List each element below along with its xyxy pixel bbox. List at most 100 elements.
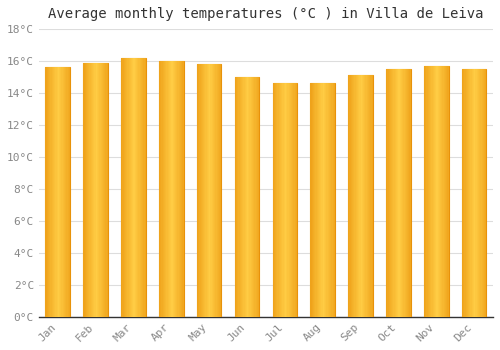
Bar	[175, 61, 176, 317]
Bar	[330, 83, 332, 317]
Bar	[360, 75, 362, 317]
Bar	[124, 58, 125, 317]
Bar	[434, 66, 435, 317]
Bar	[348, 75, 373, 317]
Bar	[126, 58, 128, 317]
Bar	[130, 58, 131, 317]
Bar	[206, 64, 208, 317]
Bar	[122, 58, 124, 317]
Bar	[137, 58, 138, 317]
Bar	[242, 77, 244, 317]
Bar	[390, 69, 391, 317]
Bar	[274, 83, 275, 317]
Bar	[286, 83, 288, 317]
Bar	[208, 64, 209, 317]
Bar	[446, 66, 448, 317]
Bar	[388, 69, 390, 317]
Bar	[444, 66, 445, 317]
Bar	[442, 66, 444, 317]
Bar	[62, 68, 64, 317]
Bar	[84, 63, 108, 317]
Bar	[240, 77, 241, 317]
Bar	[400, 69, 401, 317]
Bar	[94, 63, 96, 317]
Bar	[169, 61, 170, 317]
Bar	[391, 69, 392, 317]
Bar	[176, 61, 178, 317]
Bar	[219, 64, 220, 317]
Bar	[209, 64, 210, 317]
Bar	[131, 58, 132, 317]
Bar	[159, 61, 160, 317]
Bar	[86, 63, 87, 317]
Bar	[280, 83, 281, 317]
Bar	[352, 75, 353, 317]
Bar	[470, 69, 472, 317]
Bar	[165, 61, 166, 317]
Bar	[482, 69, 484, 317]
Bar	[408, 69, 410, 317]
Bar	[320, 83, 322, 317]
Bar	[218, 64, 219, 317]
Bar	[356, 75, 357, 317]
Bar	[257, 77, 258, 317]
Bar	[246, 77, 247, 317]
Bar	[326, 83, 328, 317]
Bar	[372, 75, 373, 317]
Bar	[441, 66, 442, 317]
Bar	[60, 68, 62, 317]
Bar	[464, 69, 466, 317]
Bar	[178, 61, 180, 317]
Bar	[142, 58, 144, 317]
Bar	[312, 83, 313, 317]
Bar	[46, 68, 48, 317]
Bar	[213, 64, 214, 317]
Bar	[398, 69, 400, 317]
Bar	[428, 66, 429, 317]
Title: Average monthly temperatures (°C ) in Villa de Leiva: Average monthly temperatures (°C ) in Vi…	[48, 7, 484, 21]
Bar	[59, 68, 60, 317]
Bar	[278, 83, 280, 317]
Bar	[234, 77, 236, 317]
Bar	[424, 66, 448, 317]
Bar	[368, 75, 369, 317]
Bar	[332, 83, 334, 317]
Bar	[69, 68, 70, 317]
Bar	[363, 75, 364, 317]
Bar	[248, 77, 250, 317]
Bar	[214, 64, 216, 317]
Bar	[132, 58, 134, 317]
Bar	[64, 68, 65, 317]
Bar	[58, 68, 59, 317]
Bar	[102, 63, 103, 317]
Bar	[52, 68, 53, 317]
Bar	[121, 58, 146, 317]
Bar	[96, 63, 97, 317]
Bar	[197, 64, 222, 317]
Bar	[401, 69, 402, 317]
Bar	[397, 69, 398, 317]
Bar	[282, 83, 284, 317]
Bar	[247, 77, 248, 317]
Bar	[396, 69, 397, 317]
Bar	[479, 69, 480, 317]
Bar	[136, 58, 137, 317]
Bar	[284, 83, 285, 317]
Bar	[140, 58, 141, 317]
Bar	[180, 61, 181, 317]
Bar	[212, 64, 213, 317]
Bar	[202, 64, 203, 317]
Bar	[87, 63, 88, 317]
Bar	[236, 77, 237, 317]
Bar	[369, 75, 370, 317]
Bar	[425, 66, 426, 317]
Bar	[288, 83, 290, 317]
Bar	[174, 61, 175, 317]
Bar	[319, 83, 320, 317]
Bar	[84, 63, 86, 317]
Bar	[54, 68, 56, 317]
Bar	[237, 77, 238, 317]
Bar	[469, 69, 470, 317]
Bar	[445, 66, 446, 317]
Bar	[93, 63, 94, 317]
